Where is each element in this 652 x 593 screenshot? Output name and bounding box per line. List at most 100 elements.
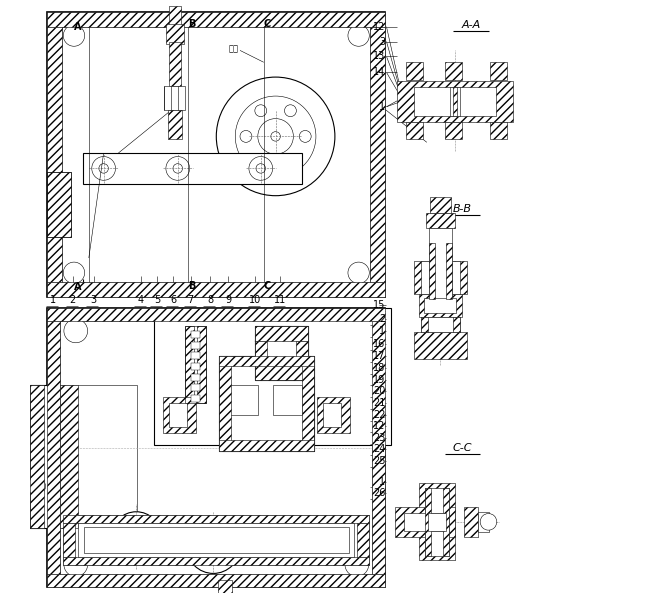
Bar xyxy=(48,308,385,587)
Text: C-C: C-C xyxy=(452,443,472,452)
Text: 1: 1 xyxy=(379,327,385,336)
Bar xyxy=(255,326,308,380)
Bar xyxy=(48,574,385,587)
Circle shape xyxy=(64,553,87,576)
Bar xyxy=(166,24,184,44)
Text: 2: 2 xyxy=(70,295,76,305)
Circle shape xyxy=(28,477,46,495)
Text: 1: 1 xyxy=(379,102,385,111)
Circle shape xyxy=(166,157,190,180)
Bar xyxy=(451,87,460,116)
Bar xyxy=(169,403,186,427)
Text: 17: 17 xyxy=(373,351,385,361)
Text: 7: 7 xyxy=(188,295,194,305)
Bar xyxy=(48,172,71,237)
Text: 20: 20 xyxy=(373,387,385,396)
Circle shape xyxy=(480,514,497,530)
Bar xyxy=(479,512,489,532)
Bar xyxy=(29,385,44,528)
Bar xyxy=(443,488,449,556)
Circle shape xyxy=(63,25,85,46)
Bar xyxy=(425,488,449,556)
Circle shape xyxy=(284,105,297,117)
Circle shape xyxy=(200,534,226,560)
Bar xyxy=(191,352,200,359)
Bar xyxy=(78,523,355,557)
Bar xyxy=(48,172,71,237)
Circle shape xyxy=(326,522,355,551)
Bar xyxy=(317,397,349,433)
Bar xyxy=(445,122,462,139)
Text: 10: 10 xyxy=(248,295,261,305)
Circle shape xyxy=(235,96,316,177)
Circle shape xyxy=(111,512,161,562)
Bar xyxy=(357,523,369,557)
Bar xyxy=(453,317,460,332)
Bar xyxy=(219,356,314,366)
Bar xyxy=(421,317,428,332)
Bar xyxy=(48,27,62,282)
Bar xyxy=(83,153,303,184)
Text: 9: 9 xyxy=(225,295,231,305)
Bar xyxy=(48,12,385,27)
Bar xyxy=(62,27,370,282)
Bar xyxy=(255,326,308,341)
Bar xyxy=(490,62,507,80)
Text: 6: 6 xyxy=(170,295,176,305)
Bar xyxy=(164,86,185,110)
Circle shape xyxy=(92,157,115,180)
Circle shape xyxy=(99,164,108,173)
Text: 3: 3 xyxy=(91,295,96,305)
Text: 12: 12 xyxy=(373,22,385,31)
Bar xyxy=(447,243,452,299)
Bar xyxy=(428,513,446,531)
Circle shape xyxy=(186,520,240,573)
Circle shape xyxy=(255,105,267,117)
Text: 26: 26 xyxy=(373,489,385,498)
Circle shape xyxy=(123,524,149,550)
Bar xyxy=(421,261,460,294)
Bar xyxy=(219,356,231,451)
Text: 18: 18 xyxy=(373,363,385,372)
Bar xyxy=(445,62,462,80)
Bar xyxy=(428,243,434,299)
Circle shape xyxy=(256,164,265,173)
Text: 25: 25 xyxy=(373,457,385,466)
Bar xyxy=(48,282,385,296)
Bar xyxy=(414,261,467,294)
Circle shape xyxy=(345,319,368,343)
Bar xyxy=(406,122,422,139)
Circle shape xyxy=(299,130,311,142)
Bar xyxy=(191,395,200,402)
Text: 11: 11 xyxy=(274,295,286,305)
Bar xyxy=(218,580,232,593)
Circle shape xyxy=(240,130,252,142)
Bar xyxy=(63,557,369,565)
Bar xyxy=(419,483,454,560)
Circle shape xyxy=(63,262,85,283)
Bar xyxy=(490,122,507,139)
Text: 14: 14 xyxy=(373,68,385,77)
Text: 5: 5 xyxy=(154,295,160,305)
Bar xyxy=(297,341,308,365)
Bar xyxy=(48,321,61,574)
Circle shape xyxy=(348,25,369,46)
Bar xyxy=(464,507,479,537)
Circle shape xyxy=(348,262,369,283)
Bar xyxy=(48,308,385,321)
Text: 2: 2 xyxy=(379,314,385,324)
Text: 19: 19 xyxy=(373,375,385,384)
Bar xyxy=(63,515,369,565)
Text: 13: 13 xyxy=(373,52,385,61)
Bar xyxy=(404,513,446,531)
Text: 21: 21 xyxy=(373,398,385,408)
Bar xyxy=(426,213,455,228)
Bar xyxy=(191,331,200,338)
Bar xyxy=(395,507,454,537)
Bar xyxy=(219,440,314,451)
Bar xyxy=(323,403,341,427)
Bar xyxy=(63,515,369,523)
Bar xyxy=(197,326,206,403)
Text: A: A xyxy=(74,282,82,292)
Bar xyxy=(191,384,200,391)
